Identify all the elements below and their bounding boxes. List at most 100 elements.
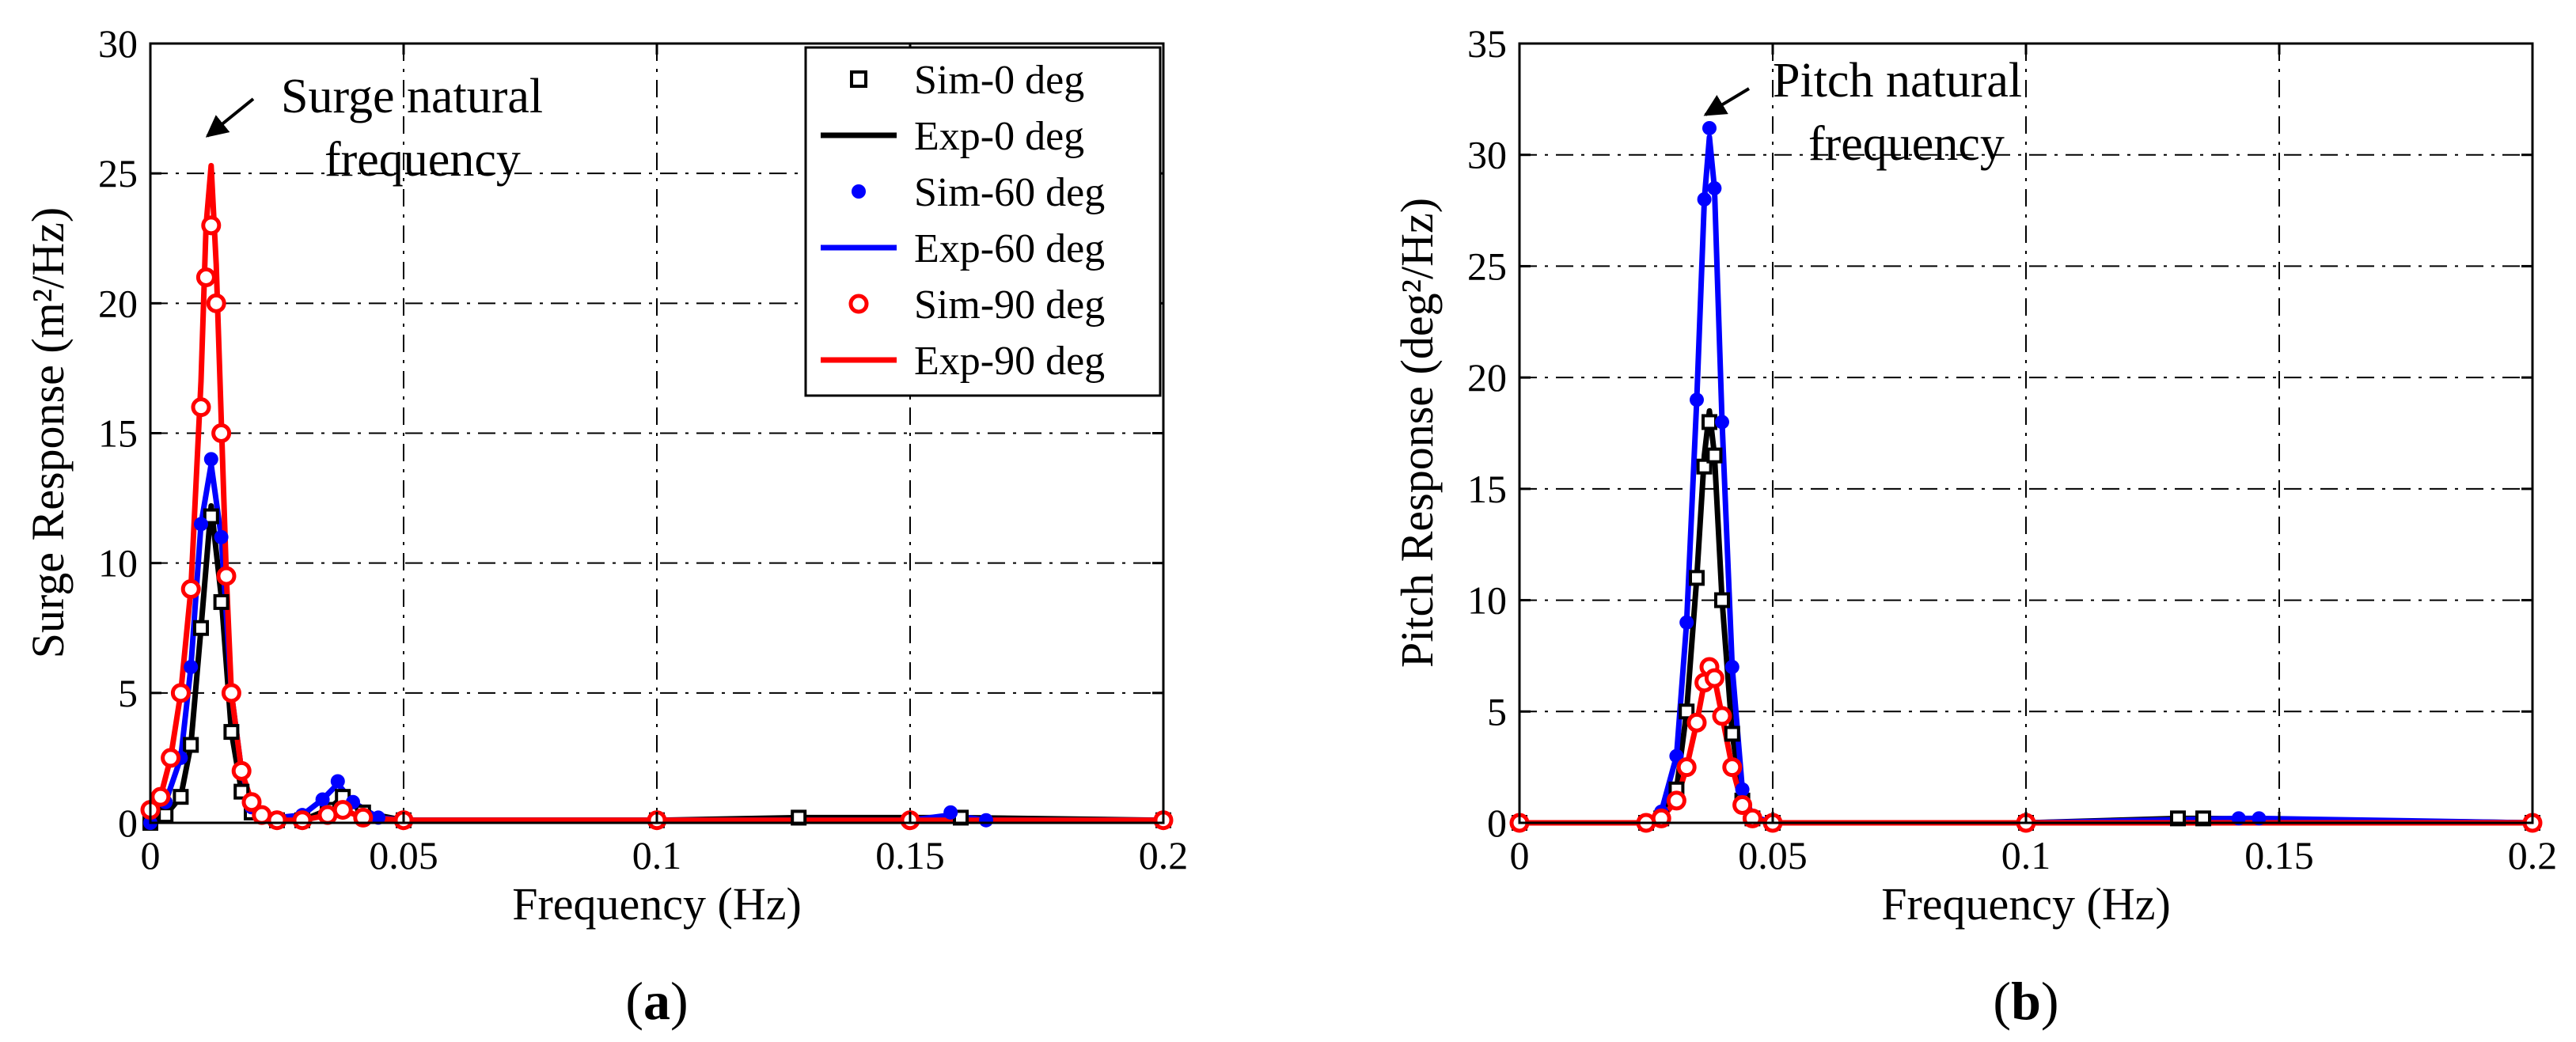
data-point (1696, 458, 1713, 475)
legend-circle-symbol (848, 294, 869, 314)
y-axis-label-b: Pitch Response (deg²/Hz) (1391, 198, 1443, 668)
data-point (150, 786, 171, 807)
data-point (2170, 810, 2186, 827)
y-tick-label: 0 (1487, 801, 1507, 845)
y-tick-label: 30 (98, 21, 138, 66)
data-point (1702, 414, 1717, 430)
annotation-line-2-a: frequency (324, 133, 521, 187)
data-point (191, 397, 211, 418)
legend-item: Exp-90 deg (821, 339, 1105, 384)
annotation-a: Surge natural frequency (205, 70, 543, 187)
data-point (1676, 757, 1697, 778)
data-point (214, 529, 229, 544)
panel-b: 0 0.05 0.1 0.15 0.2 0 5 10 15 20 25 30 35 Frequency … (1391, 21, 2557, 1031)
panel-letter-a: a (643, 971, 670, 1031)
annotation-line-1-b: Pitch natural (1773, 54, 2022, 108)
annotation-line-2-b: frequency (1808, 117, 2005, 171)
data-point (201, 215, 222, 236)
legend-label: Exp-0 deg (914, 114, 1084, 159)
data-point (157, 807, 174, 824)
data-point (1724, 660, 1739, 674)
legend-square-symbol (850, 70, 867, 88)
data-point (1679, 615, 1694, 630)
data-point (231, 760, 252, 781)
data-point (213, 593, 230, 610)
data-point (1679, 703, 1695, 720)
data-point (315, 792, 330, 807)
data-point (1697, 192, 1712, 207)
data-point (1714, 592, 1730, 608)
legend-item: Sim-0 deg (850, 58, 1084, 103)
y-tick-label: 10 (1467, 578, 1507, 623)
data-point (1712, 706, 1732, 726)
legend-label: Exp-90 deg (914, 339, 1105, 384)
x-tick-label: 0.2 (2508, 833, 2558, 877)
series-markers-sim-0-deg (1512, 414, 2540, 831)
data-point (1704, 668, 1724, 688)
data-point (194, 517, 208, 532)
annotation-arrow-a (205, 97, 255, 138)
data-point (180, 579, 201, 599)
x-tick-label: 0.15 (875, 833, 945, 877)
data-point (267, 810, 287, 831)
annotation-arrow-b (1703, 87, 1751, 116)
data-point (1722, 757, 1743, 778)
data-point (211, 423, 232, 443)
y-tick-label: 30 (1467, 133, 1507, 177)
data-point (1689, 570, 1705, 586)
y-tick-label: 15 (98, 411, 138, 456)
x-tick-label: 0.1 (2001, 833, 2051, 877)
x-tick-label: 0.2 (1139, 833, 1189, 877)
y-tick-label: 25 (98, 151, 138, 195)
x-tick-label: 0.05 (1738, 833, 1808, 877)
panel-letter-b: b (2011, 971, 2041, 1031)
y-tick-label: 35 (1467, 21, 1507, 66)
series-markers-sim-90-deg (140, 215, 1174, 831)
data-point (221, 683, 241, 703)
data-point (241, 792, 262, 813)
y-tick-label: 25 (1467, 244, 1507, 288)
data-point (371, 810, 385, 825)
x-tick-label: 0.1 (632, 833, 682, 877)
data-point (979, 813, 993, 828)
data-point (292, 810, 313, 831)
data-point (1690, 392, 1704, 407)
legend-dot-symbol (852, 184, 866, 199)
annotation-b: Pitch natural frequency (1703, 54, 2022, 171)
data-point (206, 293, 226, 313)
data-point (195, 267, 216, 287)
x-axis-label-b: Frequency (Hz) (1881, 878, 2171, 930)
data-point (1686, 712, 1707, 733)
data-point (332, 800, 353, 820)
data-point (203, 508, 219, 525)
legend-item: Exp-0 deg (821, 114, 1084, 159)
data-point (193, 620, 209, 636)
panel-a: 0 0.05 0.1 0.15 0.2 0 5 10 15 20 25 30 Frequency (H… (22, 21, 1188, 1031)
data-point (216, 566, 237, 586)
data-point (1724, 726, 1740, 742)
data-point (1669, 748, 1684, 764)
panel-label-a: (a) (625, 971, 688, 1031)
data-point (330, 774, 345, 789)
legend-label: Sim-90 deg (914, 282, 1105, 328)
annotation-line-1-a: Surge natural (281, 70, 543, 123)
legend: Sim-0 deg Exp-0 deg Sim-60 deg Exp-60 deg Si… (804, 46, 1162, 397)
data-point (1666, 790, 1686, 811)
data-point (173, 789, 189, 805)
data-point (223, 724, 240, 741)
data-point (353, 807, 374, 828)
data-point (233, 783, 250, 800)
data-point (1735, 782, 1750, 797)
data-point (1715, 415, 1729, 430)
data-point (184, 660, 199, 674)
y-tick-label: 15 (1467, 467, 1507, 511)
y-tick-label: 5 (1487, 689, 1507, 733)
data-point (1732, 794, 1753, 815)
data-point (203, 452, 218, 467)
legend-item: Sim-90 deg (848, 282, 1105, 328)
x-tick-label: 0.15 (2244, 833, 2314, 877)
series-group-a (140, 162, 1174, 831)
data-point (1707, 180, 1722, 195)
x-tick-label: 0 (141, 833, 161, 877)
ticks-a: 0 0.05 0.1 0.15 0.2 0 5 10 15 20 25 30 (98, 21, 1188, 877)
